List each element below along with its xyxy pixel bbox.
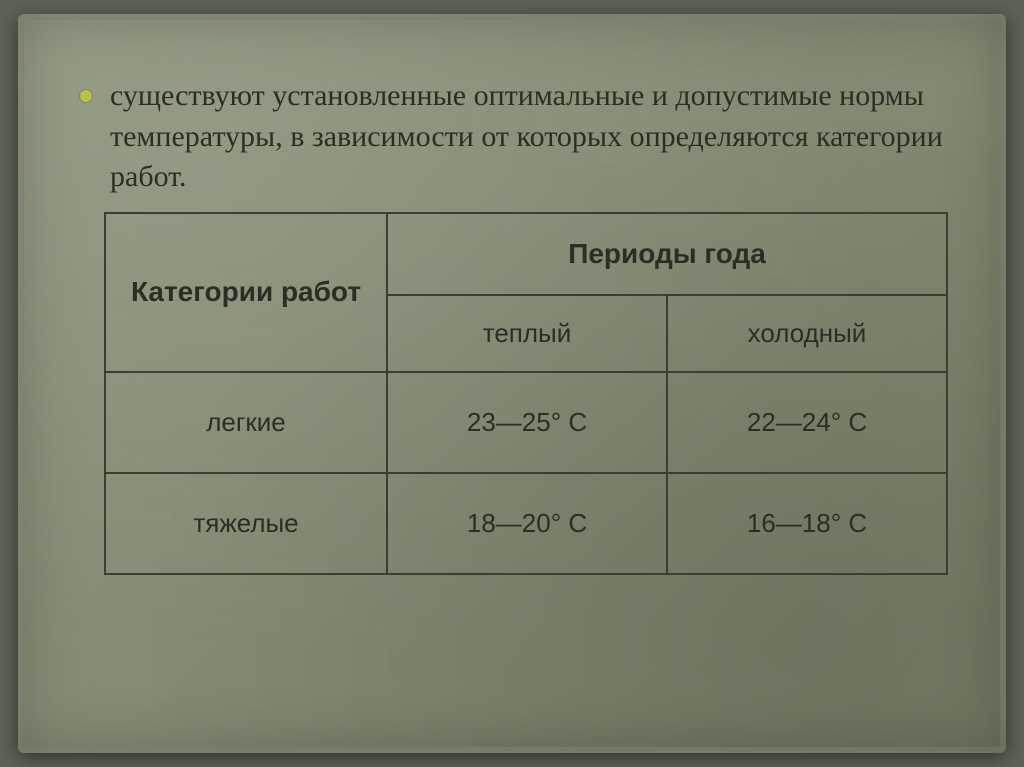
cell-cold: 22—24° С (667, 372, 947, 473)
cell-cold: 16—18° С (667, 473, 947, 574)
row-label: легкие (105, 372, 387, 473)
table-row: тяжелые 18—20° С 16—18° С (105, 473, 947, 574)
bullet-text: существуют установленные оптимальные и д… (110, 76, 946, 198)
group-header-periods: Периоды года (387, 213, 947, 295)
bullet-item: существуют установленные оптимальные и д… (80, 76, 946, 198)
sub-header-warm: теплый (387, 295, 667, 372)
table-header-row-1: Категории работ Периоды года (105, 213, 947, 295)
col-header-categories: Категории работ (105, 213, 387, 372)
slide-paper: существуют установленные оптимальные и д… (18, 14, 1006, 753)
slide-content: существуют установленные оптимальные и д… (80, 76, 946, 575)
cell-warm: 23—25° С (387, 372, 667, 473)
row-label: тяжелые (105, 473, 387, 574)
sub-header-cold: холодный (667, 295, 947, 372)
table-row: легкие 23—25° С 22—24° С (105, 372, 947, 473)
cell-warm: 18—20° С (387, 473, 667, 574)
temperature-table: Категории работ Периоды года теплый холо… (104, 212, 948, 575)
bullet-dot-icon (80, 90, 92, 102)
